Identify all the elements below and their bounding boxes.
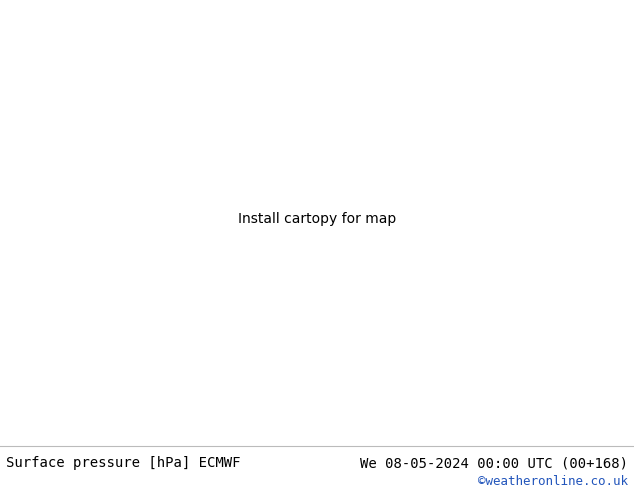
Text: ©weatheronline.co.uk: ©weatheronline.co.uk xyxy=(477,474,628,488)
Text: Surface pressure [hPa] ECMWF: Surface pressure [hPa] ECMWF xyxy=(6,456,241,470)
Text: Install cartopy for map: Install cartopy for map xyxy=(238,212,396,226)
Text: We 08-05-2024 00:00 UTC (00+168): We 08-05-2024 00:00 UTC (00+168) xyxy=(359,456,628,470)
